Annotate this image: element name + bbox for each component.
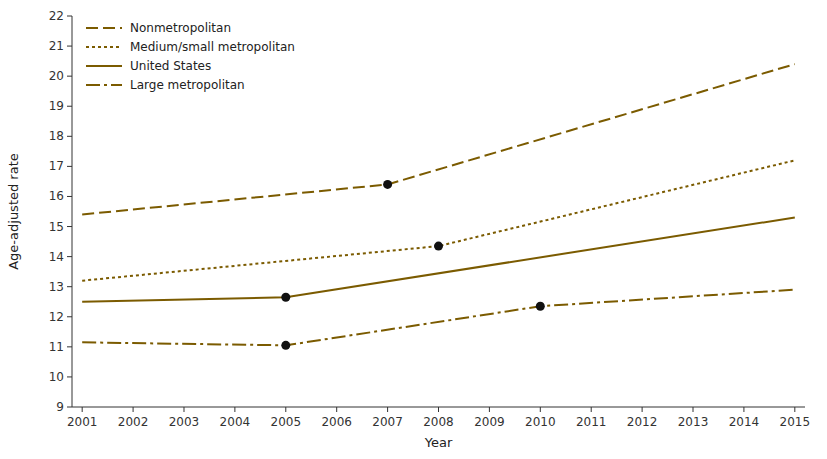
- legend-swatch: [86, 46, 122, 48]
- y-tick-label: 17: [49, 159, 64, 173]
- x-tick: [794, 407, 795, 412]
- x-tick-label: 2008: [423, 415, 454, 429]
- x-tick: [743, 407, 744, 412]
- y-tick-label: 19: [49, 99, 64, 113]
- x-tick: [336, 407, 337, 412]
- legend-swatch: [86, 84, 122, 86]
- y-axis-line: [72, 16, 73, 407]
- joinpoint: [434, 242, 443, 251]
- y-tick: [67, 136, 72, 137]
- x-tick: [438, 407, 439, 412]
- x-tick-label: 2010: [525, 415, 556, 429]
- y-tick-label: 16: [49, 189, 64, 203]
- x-tick: [387, 407, 388, 412]
- series-line: [82, 160, 795, 280]
- x-tick-label: 2002: [118, 415, 149, 429]
- x-tick-label: 2013: [678, 415, 709, 429]
- legend-swatch: [86, 65, 122, 67]
- legend-label: United States: [130, 59, 211, 73]
- x-tick: [133, 407, 134, 412]
- y-axis-label: Age-adjusted rate: [6, 153, 21, 270]
- x-tick-label: 2014: [729, 415, 760, 429]
- y-tick-label: 13: [49, 280, 64, 294]
- x-tick: [489, 407, 490, 412]
- y-tick: [67, 256, 72, 257]
- joinpoint: [281, 293, 290, 302]
- x-tick: [234, 407, 235, 412]
- chart: 2001200220032004200520062007200820092010…: [0, 0, 827, 459]
- y-tick-label: 20: [49, 69, 64, 83]
- legend-label: Medium/small metropolitan: [130, 40, 295, 54]
- x-tick-label: 2003: [169, 415, 200, 429]
- x-tick-label: 2005: [271, 415, 302, 429]
- y-tick-label: 22: [49, 9, 64, 23]
- x-tick: [183, 407, 184, 412]
- joinpoint: [536, 302, 545, 311]
- y-tick: [67, 286, 72, 287]
- x-tick-label: 2009: [474, 415, 505, 429]
- y-tick-label: 15: [49, 220, 64, 234]
- y-tick: [67, 226, 72, 227]
- y-tick: [67, 346, 72, 347]
- y-tick-label: 12: [49, 310, 64, 324]
- x-tick: [591, 407, 592, 412]
- x-tick-label: 2004: [220, 415, 251, 429]
- y-tick: [67, 166, 72, 167]
- x-tick-label: 2007: [372, 415, 403, 429]
- series-line: [82, 290, 795, 346]
- legend-label: Nonmetropolitan: [130, 21, 231, 35]
- x-tick-label: 2012: [627, 415, 658, 429]
- x-tick: [285, 407, 286, 412]
- y-tick-label: 21: [49, 39, 64, 53]
- legend: Nonmetropolitan Medium/small metropolitan…: [86, 21, 295, 92]
- y-tick: [67, 76, 72, 77]
- y-tick-label: 18: [49, 129, 64, 143]
- legend-label: Large metropolitan: [130, 78, 245, 92]
- y-tick: [67, 106, 72, 107]
- axes: 2001200220032004200520062007200820092010…: [49, 9, 810, 429]
- y-tick: [67, 46, 72, 47]
- x-tick-label: 2001: [67, 415, 98, 429]
- y-tick-label: 14: [49, 250, 64, 264]
- y-tick: [67, 196, 72, 197]
- x-tick: [642, 407, 643, 412]
- x-tick: [82, 407, 83, 412]
- y-tick: [67, 316, 72, 317]
- x-tick: [693, 407, 694, 412]
- legend-swatch: [86, 27, 122, 29]
- y-tick-label: 11: [49, 340, 64, 354]
- x-axis-label: Year: [424, 435, 453, 450]
- x-tick: [540, 407, 541, 412]
- x-tick-label: 2006: [321, 415, 352, 429]
- y-tick: [67, 16, 72, 17]
- series-line: [82, 64, 795, 214]
- y-tick-label: 10: [49, 370, 64, 384]
- joinpoint: [281, 341, 290, 350]
- plot-area: [82, 64, 795, 350]
- y-tick-label: 9: [56, 400, 64, 414]
- series-line: [82, 218, 795, 302]
- x-tick-label: 2015: [780, 415, 811, 429]
- x-tick-label: 2011: [576, 415, 607, 429]
- y-tick: [67, 376, 72, 377]
- joinpoint: [383, 180, 392, 189]
- y-tick: [67, 407, 72, 408]
